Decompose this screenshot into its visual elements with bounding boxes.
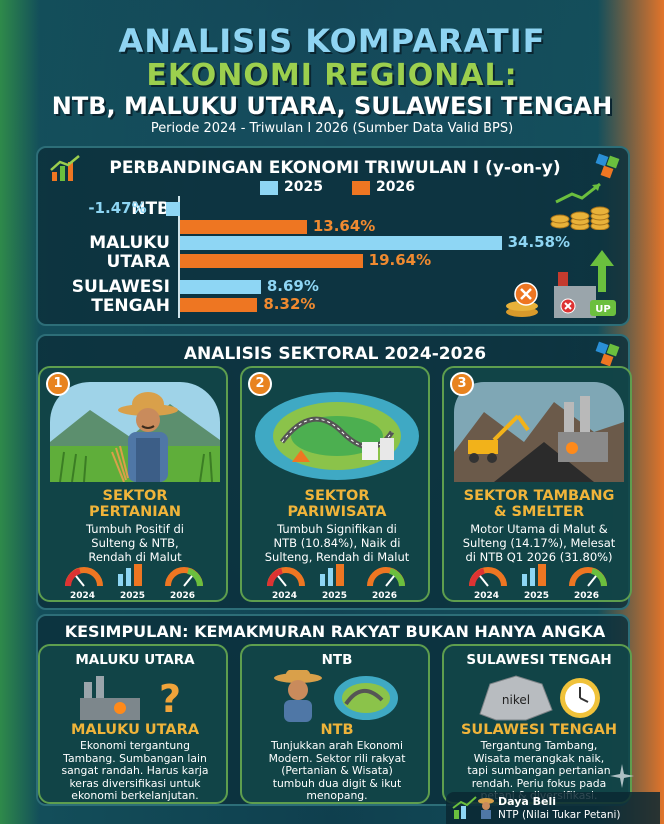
legend-label-2025: 2025 [284,179,323,195]
comparison-title: PERBANDINGAN EKONOMI TRIWULAN I (y-on-y) [109,158,561,178]
farmer-illustration [50,382,220,482]
chart-icon [452,796,477,819]
sparkle-icon [610,764,634,788]
conclusion-sub-1: MALUKU UTARA [70,722,200,738]
sector-title-2: SEKTOR PARIWISATA [287,488,387,520]
sectoral-panel: ANALISIS SEKTORAL 2024-2026 SEKTOR PERTAN… [36,334,632,610]
svg-text:?: ? [159,677,181,720]
farmer-small-icon [478,798,494,819]
bar-label-2025-0: -1.47% [88,199,147,217]
year-label-2024: 2024 [474,591,500,601]
conclusion-card-sulawesi-tengah: SULAWESI TENGAH nikel SULAWESI TENGAH Te… [442,644,632,804]
conclusion-text-2: Tunjukkan arah Ekonomi Modern. Sektor ril… [268,739,406,802]
sector-number-3: 3 [450,372,474,396]
conclusion-head-2: NTB [321,652,353,668]
gauge-icon [569,567,607,587]
year-label-2026: 2026 [574,591,600,601]
bar-2025-1 [180,236,502,250]
gauge-set [65,564,203,587]
sector-number-1: 1 [46,372,70,396]
bar-label-2025-2: 8.69% [266,277,319,295]
conclusion-card-ntb: NTB NTB Tunjukkan arah Ekonomi Modern. Se… [240,644,430,804]
region-label-sulawesi-tengah: SULAWESI TENGAH [71,277,170,316]
growth-chart-icon [50,155,80,181]
bar-label-2026-1: 19.64% [368,251,432,269]
farmer-island-icon [274,670,398,722]
region-label-ntb: NTB [131,199,170,219]
footer-line-1: Daya Beli [498,795,557,808]
gauge-icon [65,567,103,587]
footer-line-2: NTP (Nilai Tukar Petani) [498,809,621,821]
sector-desc-3: Motor Utama di Malut & Sulteng (14.17%), … [462,522,616,564]
sector-gauges-1: 2024 2025 2026 [40,564,226,601]
conclusion-text-1: Ekonomi tergantung Tambang. Sumbangan lai… [61,739,209,802]
coins-down-icon [506,282,538,317]
mini-bar-icon [118,564,142,586]
bar-chart: -1.47% 34.58% 8.69% 13.64% 19.64% 8.32% [38,148,632,328]
sector-gauges-2: 2024 2025 2026 [242,564,428,601]
bar-2026-2 [180,298,258,312]
conclusion-head-3: SULAWESI TENGAH [466,652,612,668]
conclusion-card-maluku-utara: MALUKU UTARA ? MALUKU UTARA Ekonomi terg… [38,644,228,804]
conclusion-sub-2: NTB [320,722,354,738]
sectoral-title: ANALISIS SEKTORAL 2024-2026 [183,344,487,364]
year-label-2026: 2026 [372,591,398,601]
year-label-2026: 2026 [170,591,196,601]
sector-card-pariwisata: SEKTOR PARIWISATA Tumbuh Signifikan di NTB… [240,366,430,602]
year-label-2025: 2025 [120,591,146,601]
sector-desc-1: Tumbuh Positif di Sulteng & NTB, Rendah di… [86,522,184,564]
coins-growth-icon [550,182,610,230]
year-label-2024: 2024 [272,591,298,601]
legend-swatch-2026 [352,181,370,195]
title-line-3: NTB, MALUKU UTARA, SULAWESI TENGAH [51,92,613,120]
mining-illustration [454,382,624,482]
bar-2026-0 [180,220,307,234]
sector-gauges-3: 2024 2025 2026 [444,564,630,601]
bar-label-2025-1: 34.58% [507,233,571,251]
comparison-panel: PERBANDINGAN EKONOMI TRIWULAN I (y-on-y)… [36,146,630,326]
mini-bar-icon [522,564,546,586]
nickel-clock-icon: nikel [479,675,600,721]
sector-card-pertanian: SEKTOR PERTANIAN Tumbuh Positif di Sulteng… [38,366,228,602]
bar-2026-1 [180,254,363,268]
bps-logo-icon [595,153,620,179]
conclusion-panel: KESIMPULAN: KEMAKMURAN RAKYAT BUKAN HANY… [36,614,632,806]
gauge-set [469,564,607,587]
gauge-icon [165,567,203,587]
nikel-label: nikel [502,693,530,707]
gauge-icon [267,567,305,587]
mini-bar-icon [320,564,344,586]
sector-title-1: SEKTOR PERTANIAN [89,488,181,520]
legend-label-2026: 2026 [376,179,415,195]
conclusion-title: KESIMPULAN: KEMAKMURAN RAKYAT BUKAN HANY… [64,622,606,641]
chart-axis-line [178,196,180,318]
gauge-icon [469,567,507,587]
bar-label-2026-2: 8.32% [263,295,316,313]
year-label-2025: 2025 [322,591,348,601]
conclusion-head-1: MALUKU UTARA [75,652,195,668]
region-label-maluku-utara: MALUKU UTARA [89,233,170,272]
sector-card-tambang: SEKTOR TAMBANG & SMELTER Motor Utama di M… [442,366,632,602]
legend-swatch-2025 [260,181,278,195]
factory-question-icon: ? [80,676,181,720]
conclusion-sub-3: SULAWESI TENGAH [460,722,617,738]
bar-2025-0 [166,202,180,216]
title-line-1: ANALISIS KOMPARATIF [118,22,546,60]
title-line-2: EKONOMI REGIONAL: [146,58,518,93]
sector-title-3: SEKTOR TAMBANG & SMELTER [463,488,615,520]
gauge-icon [367,567,405,587]
gauge-set [267,564,405,587]
bps-logo-icon [595,341,620,367]
year-label-2024: 2024 [70,591,96,601]
factory-up-icon: UP [554,250,616,318]
bar-2025-2 [180,280,261,294]
beach-illustration [255,392,419,480]
period-subtitle: Periode 2024 - Triwulan I 2026 (Sumber D… [150,121,514,136]
sector-number-2: 2 [248,372,272,396]
year-label-2025: 2025 [524,591,550,601]
sector-desc-2: Tumbuh Signifikan di NTB (10.84%), Naik d… [264,522,410,564]
up-label: UP [595,304,610,315]
bar-label-2026-0: 13.64% [312,217,376,235]
